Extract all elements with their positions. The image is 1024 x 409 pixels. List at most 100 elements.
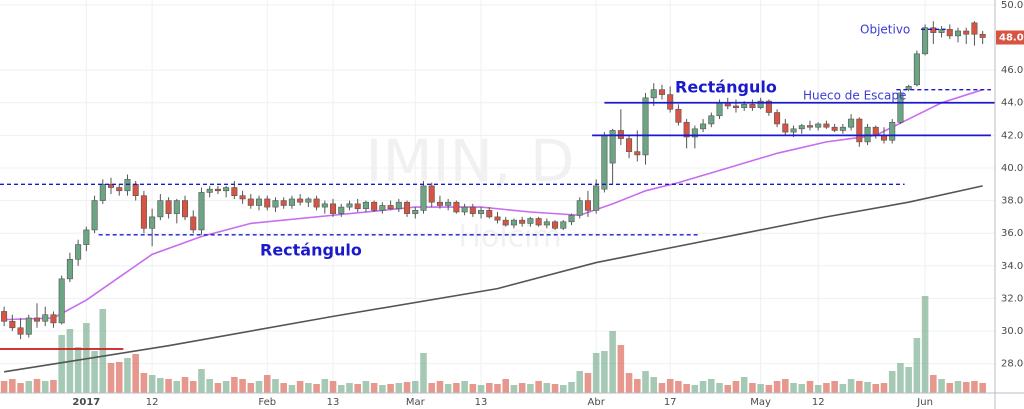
candle-body (576, 200, 583, 216)
candle-body (395, 201, 402, 210)
volume-bar (782, 379, 789, 393)
x-tick-label: Abr (588, 397, 606, 408)
candle-body (453, 201, 460, 213)
volume-bar (321, 379, 329, 393)
candle-body (17, 327, 24, 335)
volume-bar (675, 381, 682, 393)
x-tick-label: 12 (812, 397, 825, 408)
candle-body (140, 195, 147, 229)
candle-body (790, 128, 797, 133)
volume-bar (806, 381, 814, 393)
candle-body (815, 123, 822, 128)
volume-bar (773, 381, 781, 393)
volume-bar (642, 371, 649, 393)
y-tick-label: 32.00 (1001, 293, 1024, 304)
x-tick-label: Mar (406, 397, 426, 408)
y-tick-label: 34.00 (1001, 261, 1024, 272)
candle-body (272, 200, 279, 208)
volume-bar (510, 385, 518, 393)
volume-bar (658, 383, 666, 393)
volume-bar (962, 382, 970, 393)
volume-bar (880, 383, 888, 393)
volume-bar (683, 384, 690, 393)
x-tick-label: 13 (475, 397, 488, 408)
candle-body (116, 187, 123, 192)
volume-bar (732, 381, 740, 393)
candle-body (297, 198, 304, 203)
candle-body (58, 278, 65, 324)
volume-bar (181, 377, 189, 393)
candle-body (708, 115, 715, 125)
volume-bar (551, 384, 559, 393)
candle-body (190, 216, 197, 231)
volume-bar (329, 381, 337, 393)
volume-bar (979, 383, 986, 393)
volume-bar (272, 379, 279, 393)
volume-bar (124, 358, 131, 393)
candle-body (214, 188, 221, 192)
candle-body (1, 311, 8, 322)
candle-body (897, 92, 904, 123)
candle-body (33, 317, 41, 322)
candle-body (428, 185, 435, 203)
volume-bar (872, 384, 880, 393)
candle-body (66, 258, 73, 280)
volume-bar (41, 381, 49, 393)
volume-bar (708, 379, 715, 393)
candle-body (609, 130, 616, 164)
volume-bar (354, 384, 361, 393)
candle-body (732, 105, 739, 108)
candle-body (535, 218, 542, 226)
annotation: Rectángulo (675, 78, 777, 97)
candle-body (691, 128, 698, 138)
volume-bar (420, 353, 427, 393)
volume-bar (0, 381, 8, 393)
volume-bar (814, 385, 822, 393)
volume-bar (379, 385, 386, 393)
volume-bar (255, 381, 263, 393)
candle-body (321, 203, 328, 208)
candle-body (436, 201, 443, 206)
candle-body (568, 214, 575, 223)
y-tick-label: 44.00 (1001, 98, 1024, 109)
candle-body (404, 201, 411, 214)
volume-bar (305, 383, 312, 393)
candle-body (469, 206, 476, 214)
volume-bar (444, 384, 452, 393)
candle-body (173, 200, 180, 214)
candle-body (889, 122, 896, 141)
candle-body (494, 216, 501, 221)
volume-bar (888, 371, 896, 393)
volume-bar (559, 385, 567, 393)
candle-body (461, 206, 468, 213)
volume-bar (856, 381, 863, 393)
volume-bar (502, 379, 510, 393)
candle-body (831, 126, 838, 131)
candle-body (247, 198, 254, 206)
volume-bar (74, 347, 82, 393)
candle-body (626, 138, 633, 152)
candle-body (239, 195, 246, 200)
candle-body (930, 27, 937, 33)
candle-body (50, 314, 57, 324)
volume-bar (938, 379, 945, 393)
volume-bar (9, 379, 16, 393)
volume-bar (313, 384, 320, 393)
y-tick-label: 46.00 (1001, 65, 1024, 76)
x-tick-label: 17 (664, 397, 677, 408)
candle-body (527, 218, 534, 224)
candle-body (445, 201, 452, 206)
volume-bar (115, 362, 123, 393)
candle-body (280, 200, 287, 206)
annotation: Hueco de Escape (803, 89, 906, 103)
candle-body (107, 183, 115, 188)
candle-body (765, 100, 772, 113)
volume-bar (58, 335, 65, 393)
volume-bar (231, 377, 238, 393)
candle-body (124, 179, 131, 192)
volume-bar (757, 384, 764, 393)
volume-bar (428, 383, 436, 393)
volume-bar (469, 384, 477, 393)
volume-bar (740, 377, 748, 393)
